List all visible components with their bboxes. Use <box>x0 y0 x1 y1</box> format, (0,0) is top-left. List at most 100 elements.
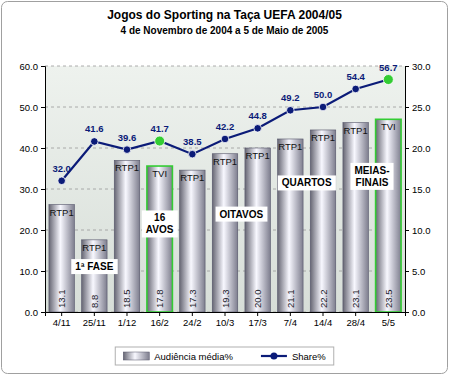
line-value-label: 41.6 <box>85 123 104 134</box>
plot-area <box>45 66 405 312</box>
y2-tick-mark <box>405 148 409 149</box>
line <box>62 80 389 181</box>
x-axis: 4/1125/111/1216/224/210/317/37/414/428/4… <box>46 312 406 328</box>
x-tick-label: 14/4 <box>314 317 333 328</box>
y2-tick-label: 25.0 <box>412 102 431 113</box>
y-tick-mark <box>41 189 45 190</box>
annotation-text: QUARTOS <box>282 177 332 188</box>
annotation-text: 1ª FASE <box>75 261 113 272</box>
marker <box>383 75 393 85</box>
x-tick-label: 10/3 <box>216 317 235 328</box>
channel-label: RTP1 <box>246 150 270 161</box>
annotation-line: QUARTOS <box>282 177 332 188</box>
bar <box>245 148 270 312</box>
y2-tick-mark <box>405 271 409 272</box>
y2-tick-mark <box>405 230 409 231</box>
x-tick-mark <box>126 312 127 316</box>
y-tick: 50.0 <box>20 102 46 113</box>
y-tick: 0.0 <box>25 307 45 318</box>
channel-label: TVI <box>381 121 396 132</box>
bar-value-label: 21.1 <box>285 290 296 309</box>
marker <box>123 146 131 154</box>
annotation-text: OITAVOS <box>220 209 264 220</box>
chart-svg: Jogos do Sporting na Taça UEFA 2004/054 … <box>0 0 449 375</box>
legend-items: Audiência média%Share% <box>123 351 326 362</box>
x-tick-label: 5/5 <box>382 317 395 328</box>
x-tick-label: 4/11 <box>53 317 71 328</box>
x-tick-label: 17/3 <box>248 317 267 328</box>
annotation-box <box>278 175 336 190</box>
y-tick-label: 50.0 <box>20 102 39 113</box>
y-tick-mark <box>41 66 45 67</box>
y-tick-mark <box>41 271 45 272</box>
y2-tick-label: 5.0 <box>412 266 425 277</box>
annotation-line: 1ª FASE <box>75 261 113 272</box>
annotation-box <box>216 207 268 222</box>
x-tick-mark <box>61 312 62 316</box>
y-tick-label: 20.0 <box>20 225 39 236</box>
bar <box>82 240 107 312</box>
bar-value-label: 17.8 <box>154 290 165 309</box>
x-tick-mark <box>388 312 389 316</box>
bar-value-label: 22.2 <box>318 290 329 309</box>
y2-tick-mark <box>405 66 409 67</box>
y2-tick-label: 10.0 <box>412 225 431 236</box>
bar-value-label: 20.0 <box>252 290 263 309</box>
x-tick-label: 25/11 <box>83 317 106 328</box>
marker <box>189 150 197 158</box>
bar-value-label: 23.5 <box>383 290 394 309</box>
y2-tick: 30.0 <box>405 61 431 72</box>
y-tick-mark <box>41 148 45 149</box>
annotation-line: FINAIS <box>356 177 389 188</box>
grid <box>45 66 405 312</box>
y2-tick-label: 0.0 <box>412 307 425 318</box>
y-tick: 40.0 <box>20 143 46 154</box>
annotation-box <box>351 163 394 190</box>
marker <box>58 177 66 185</box>
y-tick: 60.0 <box>20 61 46 72</box>
x-tick-label: 28/4 <box>346 317 365 328</box>
y-tick: 30.0 <box>20 184 46 195</box>
marker <box>319 103 327 111</box>
x-tick-mark <box>159 312 160 316</box>
legend-item: Audiência média% <box>123 351 233 362</box>
x-tick: 4/11 <box>53 312 71 328</box>
channel-label: RTP1 <box>82 242 106 253</box>
x-tick-mark <box>355 312 356 316</box>
marker <box>155 136 165 146</box>
channel-label: RTP1 <box>50 207 74 218</box>
bar-value-label: 23.1 <box>350 290 361 309</box>
line-value-label: 49.2 <box>281 92 300 103</box>
marker <box>91 138 99 146</box>
annotation-text: MEIAS-FINAIS <box>355 165 390 188</box>
line-value-label: 39.6 <box>118 132 137 143</box>
marks <box>49 75 401 312</box>
line-value-label: 50.0 <box>314 89 333 100</box>
y-tick-label: 0.0 <box>25 307 38 318</box>
y2-axis-line <box>406 67 410 313</box>
grid-line <box>45 66 405 67</box>
bar <box>310 130 335 312</box>
y2-tick-label: 15.0 <box>412 184 431 195</box>
line-value-label: 44.8 <box>248 110 267 121</box>
x-tick: 25/11 <box>83 312 106 328</box>
x-tick-mark <box>94 312 95 316</box>
annotation-box <box>71 259 117 274</box>
y-tick-mark <box>41 230 45 231</box>
legend-swatch <box>123 352 149 360</box>
legend-label: Audiência média% <box>154 351 233 362</box>
bar-value-label: 18.5 <box>121 290 132 309</box>
annotation: MEIAS-FINAIS <box>351 163 394 190</box>
bar <box>212 154 237 312</box>
y-tick-mark <box>41 107 45 108</box>
bar <box>278 139 303 312</box>
marker <box>254 125 262 133</box>
marker <box>352 85 360 93</box>
marker <box>287 106 295 114</box>
channel-label: RTP1 <box>213 156 237 167</box>
x-tick-mark <box>323 312 324 316</box>
bar-value-label: 19.3 <box>220 290 231 309</box>
legend: Audiência média%Share% <box>115 347 334 365</box>
bar-value-label: 13.1 <box>56 290 67 309</box>
y-tick-mark <box>41 312 45 313</box>
